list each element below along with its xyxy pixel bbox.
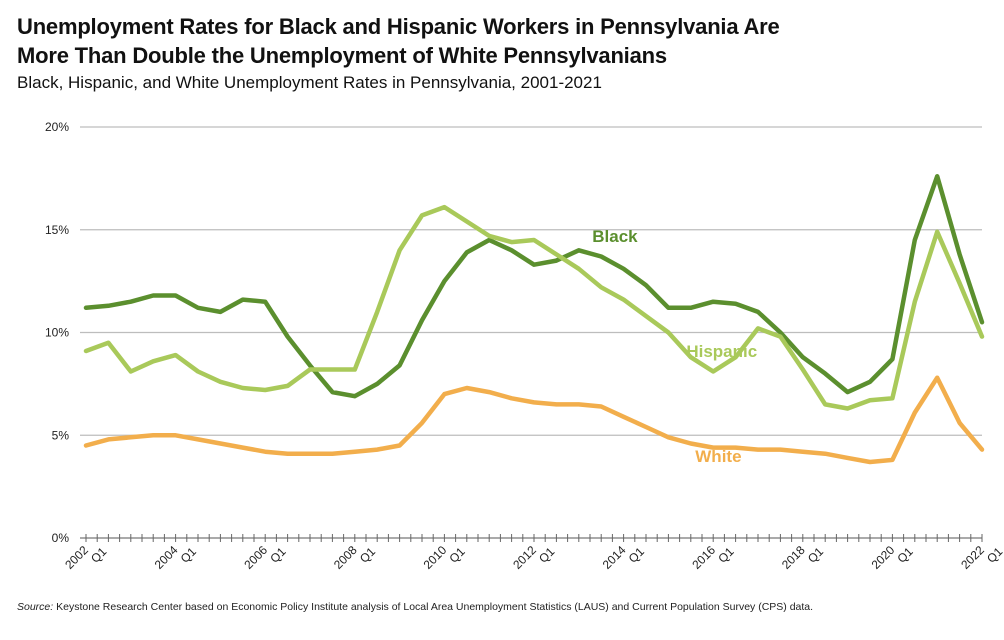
x-tick-quarter: Q1 (357, 544, 378, 565)
x-tick-year: 2010 (421, 543, 450, 572)
source-note: Source: Keystone Research Center based o… (17, 601, 813, 613)
x-tick-year: 2006 (241, 543, 270, 572)
source-label: Source: (17, 601, 54, 613)
x-tick-quarter: Q1 (536, 544, 557, 565)
chart-title-line-1: Unemployment Rates for Black and Hispani… (17, 14, 780, 39)
source-text: Keystone Research Center based on Econom… (56, 601, 814, 613)
y-tick-label: 15% (45, 223, 69, 237)
series-line-hispanic (83, 204, 985, 411)
x-tick-year: 2018 (779, 543, 808, 572)
x-tick-year: 2008 (331, 543, 360, 572)
x-tick-year: 2002 (62, 543, 91, 572)
series-label-black: Black (592, 227, 638, 246)
x-tick-year: 2014 (600, 543, 629, 572)
x-tick-quarter: Q1 (88, 544, 109, 565)
x-tick-quarter: Q1 (715, 544, 736, 565)
y-tick-label: 20% (45, 120, 69, 134)
gridlines (80, 126, 982, 436)
y-tick-label: 5% (52, 428, 70, 442)
chart-title-line-2: More Than Double the Unemployment of Whi… (17, 43, 667, 68)
y-axis: 0% 5% 10% 15% 20% (45, 120, 69, 545)
x-tick-quarter: Q1 (178, 544, 199, 565)
series-label-hispanic: Hispanic (686, 342, 757, 361)
x-tick-quarter: Q1 (895, 544, 916, 565)
x-tick-year: 2022 (958, 543, 987, 572)
x-tick-quarter: Q1 (984, 544, 1004, 565)
series-lines (83, 174, 985, 465)
y-tick-label: 0% (52, 531, 70, 545)
x-tick-quarter: Q1 (447, 544, 468, 565)
x-tick-quarter: Q1 (805, 544, 826, 565)
x-tick-year: 2012 (510, 543, 539, 572)
series-line-black (83, 174, 985, 399)
series-labels: Black Hispanic White (592, 227, 757, 466)
x-tick-quarter: Q1 (626, 544, 647, 565)
chart-subtitle: Black, Hispanic, and White Unemployment … (17, 73, 602, 92)
x-tick-year: 2020 (869, 543, 898, 572)
x-tick-year: 2016 (689, 543, 718, 572)
chart-title: Unemployment Rates for Black and Hispani… (17, 12, 780, 70)
series-line-white (83, 375, 985, 465)
series-label-white: White (695, 447, 741, 466)
y-tick-label: 10% (45, 326, 69, 340)
x-tick-quarter: Q1 (267, 544, 288, 565)
x-tick-year: 2004 (152, 543, 181, 572)
